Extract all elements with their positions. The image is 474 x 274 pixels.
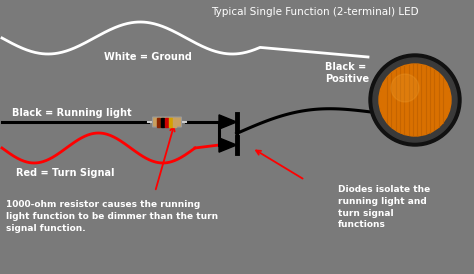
Text: Black = Running light: Black = Running light: [12, 108, 132, 118]
Text: Typical Single Function (2-terminal) LED: Typical Single Function (2-terminal) LED: [211, 7, 419, 17]
Text: White = Ground: White = Ground: [104, 52, 192, 62]
Bar: [173, 118, 176, 127]
Bar: [169, 118, 172, 127]
Bar: [161, 118, 164, 127]
Circle shape: [373, 58, 457, 142]
Text: Black =
Positive: Black = Positive: [325, 62, 369, 84]
Bar: [157, 118, 160, 127]
Polygon shape: [219, 138, 237, 152]
Text: Diodes isolate the
running light and
turn signal
functions: Diodes isolate the running light and tur…: [338, 185, 430, 229]
Circle shape: [369, 54, 461, 146]
FancyBboxPatch shape: [153, 117, 182, 127]
Bar: [165, 118, 168, 127]
Text: Red = Turn Signal: Red = Turn Signal: [16, 168, 114, 178]
Circle shape: [391, 74, 419, 102]
Circle shape: [379, 64, 451, 136]
Text: 1000-ohm resistor causes the running
light function to be dimmer than the turn
s: 1000-ohm resistor causes the running lig…: [6, 200, 218, 233]
Polygon shape: [219, 115, 237, 129]
